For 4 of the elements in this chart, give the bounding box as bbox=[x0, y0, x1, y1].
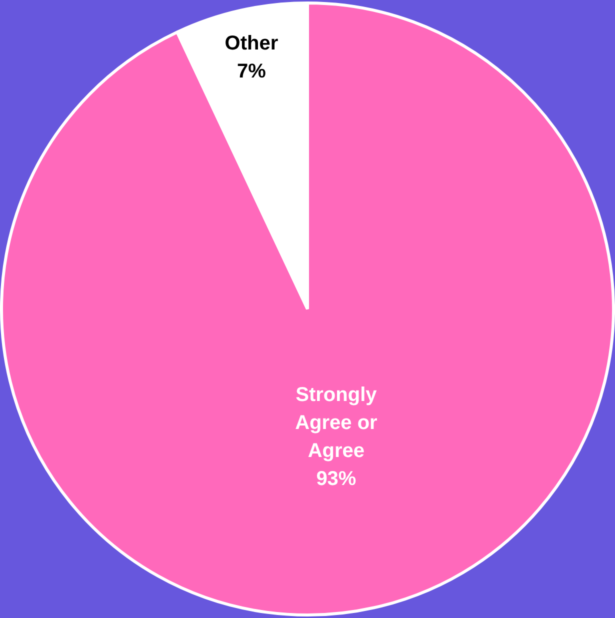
slice-label: Strongly Agree or Agree bbox=[295, 384, 378, 462]
slice-label: Other bbox=[224, 32, 278, 55]
data-label: 7% bbox=[236, 60, 266, 83]
data-label: 93% bbox=[316, 468, 356, 490]
